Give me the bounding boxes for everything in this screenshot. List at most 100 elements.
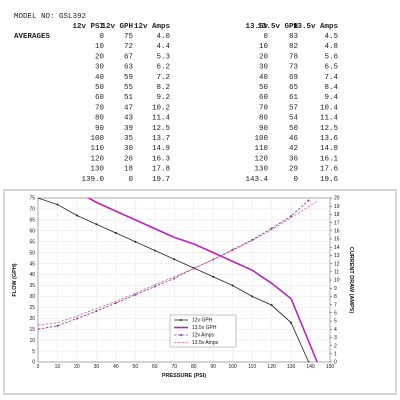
table-cell: 16.1 (320, 155, 339, 163)
table-cell: 30 (95, 64, 105, 72)
data-point (153, 285, 156, 288)
y2-tick-label: 11 (334, 270, 339, 276)
x-tick-label: 40 (113, 364, 119, 370)
table-cell: 4.4 (156, 43, 170, 51)
x-tick-label: 20 (74, 364, 80, 370)
y2-tick-label: 16 (334, 229, 340, 235)
data-point (173, 277, 176, 280)
table-cell: 82 (289, 43, 298, 51)
legend-label: 13.5v GPH (192, 325, 217, 331)
y2-tick-label: 19 (334, 204, 340, 210)
data-point (212, 275, 215, 278)
table-cell: 6.2 (156, 64, 170, 72)
y2-tick-label: 20 (334, 196, 340, 202)
table-cell: 19.6 (320, 176, 339, 184)
data-point (114, 301, 117, 304)
table-cell: 65 (289, 84, 299, 92)
x-tick-label: 0 (37, 364, 40, 370)
table-cell: 6.5 (324, 64, 338, 72)
table-cell: 143.4 (245, 176, 268, 184)
legend-label: 12v Amps (192, 333, 214, 339)
table-cell: 75 (124, 33, 134, 41)
y-tick-label: 5 (32, 349, 35, 355)
table-cell: 29 (289, 166, 298, 174)
y2-tick-label: 4 (334, 327, 337, 333)
table-cell: 50 (95, 84, 105, 92)
table-cell: 10.2 (152, 104, 170, 112)
y-tick-label: 50 (29, 250, 35, 256)
y-tick-label: 25 (29, 305, 35, 311)
table-cell: 120 (254, 155, 268, 163)
table-cell: 110 (254, 145, 268, 153)
data-point (134, 293, 137, 296)
table-cell: 120 (90, 155, 104, 163)
y2-tick-label: 0 (334, 360, 337, 366)
data-point (290, 215, 293, 218)
table-cell: 61 (289, 94, 299, 102)
table-cell: 90 (259, 125, 269, 133)
table-cell: 11.4 (152, 115, 171, 123)
table-cell: 12.5 (152, 125, 171, 133)
y-tick-label: 30 (29, 294, 35, 300)
table-cell: 0 (128, 176, 133, 184)
data-point (95, 223, 98, 226)
table-cell: 14.8 (320, 145, 338, 153)
x-tick-label: 110 (248, 364, 256, 370)
table-cell: 40 (95, 74, 105, 82)
table-cell: 16.3 (152, 155, 171, 163)
data-point (307, 361, 310, 362)
table-cell: 7.4 (324, 74, 338, 82)
table-cell: 11.4 (320, 115, 339, 123)
table-cell: 54 (289, 115, 299, 123)
table-cell: 43 (124, 115, 134, 123)
series-line (38, 200, 318, 326)
y-tick-label: 70 (29, 207, 35, 213)
legend-marker (180, 319, 182, 321)
chart-frame (3, 189, 397, 395)
legend-marker (180, 334, 182, 336)
y-tick-label: 55 (29, 239, 35, 245)
y2-axis-label: CURRENT DRAW (AMPS) (348, 247, 354, 313)
table-cell: 0 (263, 33, 268, 41)
table-cell: 30 (259, 64, 269, 72)
table-cell: 4.5 (324, 33, 338, 41)
x-tick-label: 130 (287, 364, 296, 370)
x-tick-label: 50 (133, 364, 139, 370)
data-point (270, 227, 273, 230)
table-cell: 67 (124, 53, 133, 61)
x-tick-label: 80 (191, 364, 197, 370)
table-cell: 36 (289, 155, 299, 163)
table-cell: 55 (124, 84, 134, 92)
table-cell: 19.7 (152, 176, 170, 184)
data-point (75, 214, 78, 217)
y-tick-label: 15 (29, 327, 35, 333)
table-cell: 14.9 (152, 145, 170, 153)
x-tick-label: 100 (228, 364, 237, 370)
table-cell: 40 (259, 74, 269, 82)
y-tick-label: 45 (29, 261, 35, 267)
table-cell: 139.0 (81, 176, 104, 184)
x-tick-label: 120 (267, 364, 276, 370)
y2-tick-label: 12 (334, 261, 340, 267)
y2-tick-label: 15 (334, 237, 340, 243)
table-cell: 5.3 (156, 53, 170, 61)
y-tick-label: 60 (29, 229, 35, 235)
table-cell: 8.2 (156, 84, 170, 92)
data-point (173, 258, 176, 261)
table-cell: 42 (289, 145, 298, 153)
table-cell: 70 (95, 104, 105, 112)
table-cell: 70 (259, 104, 269, 112)
table-cell: 12.5 (320, 125, 339, 133)
y2-tick-label: 5 (334, 319, 337, 325)
legend-label: 12v GPH (192, 318, 213, 324)
table-cell: 80 (95, 115, 105, 123)
table-cell: 0 (293, 176, 298, 184)
table-cell: 17.8 (152, 166, 170, 174)
column-header: 12v GPH (101, 23, 133, 31)
data-point (231, 284, 234, 287)
table-cell: 59 (124, 74, 133, 82)
model-number: MODEL NO: GSL392 (14, 13, 86, 21)
y2-tick-label: 2 (334, 343, 337, 349)
y-tick-label: 10 (29, 338, 35, 344)
